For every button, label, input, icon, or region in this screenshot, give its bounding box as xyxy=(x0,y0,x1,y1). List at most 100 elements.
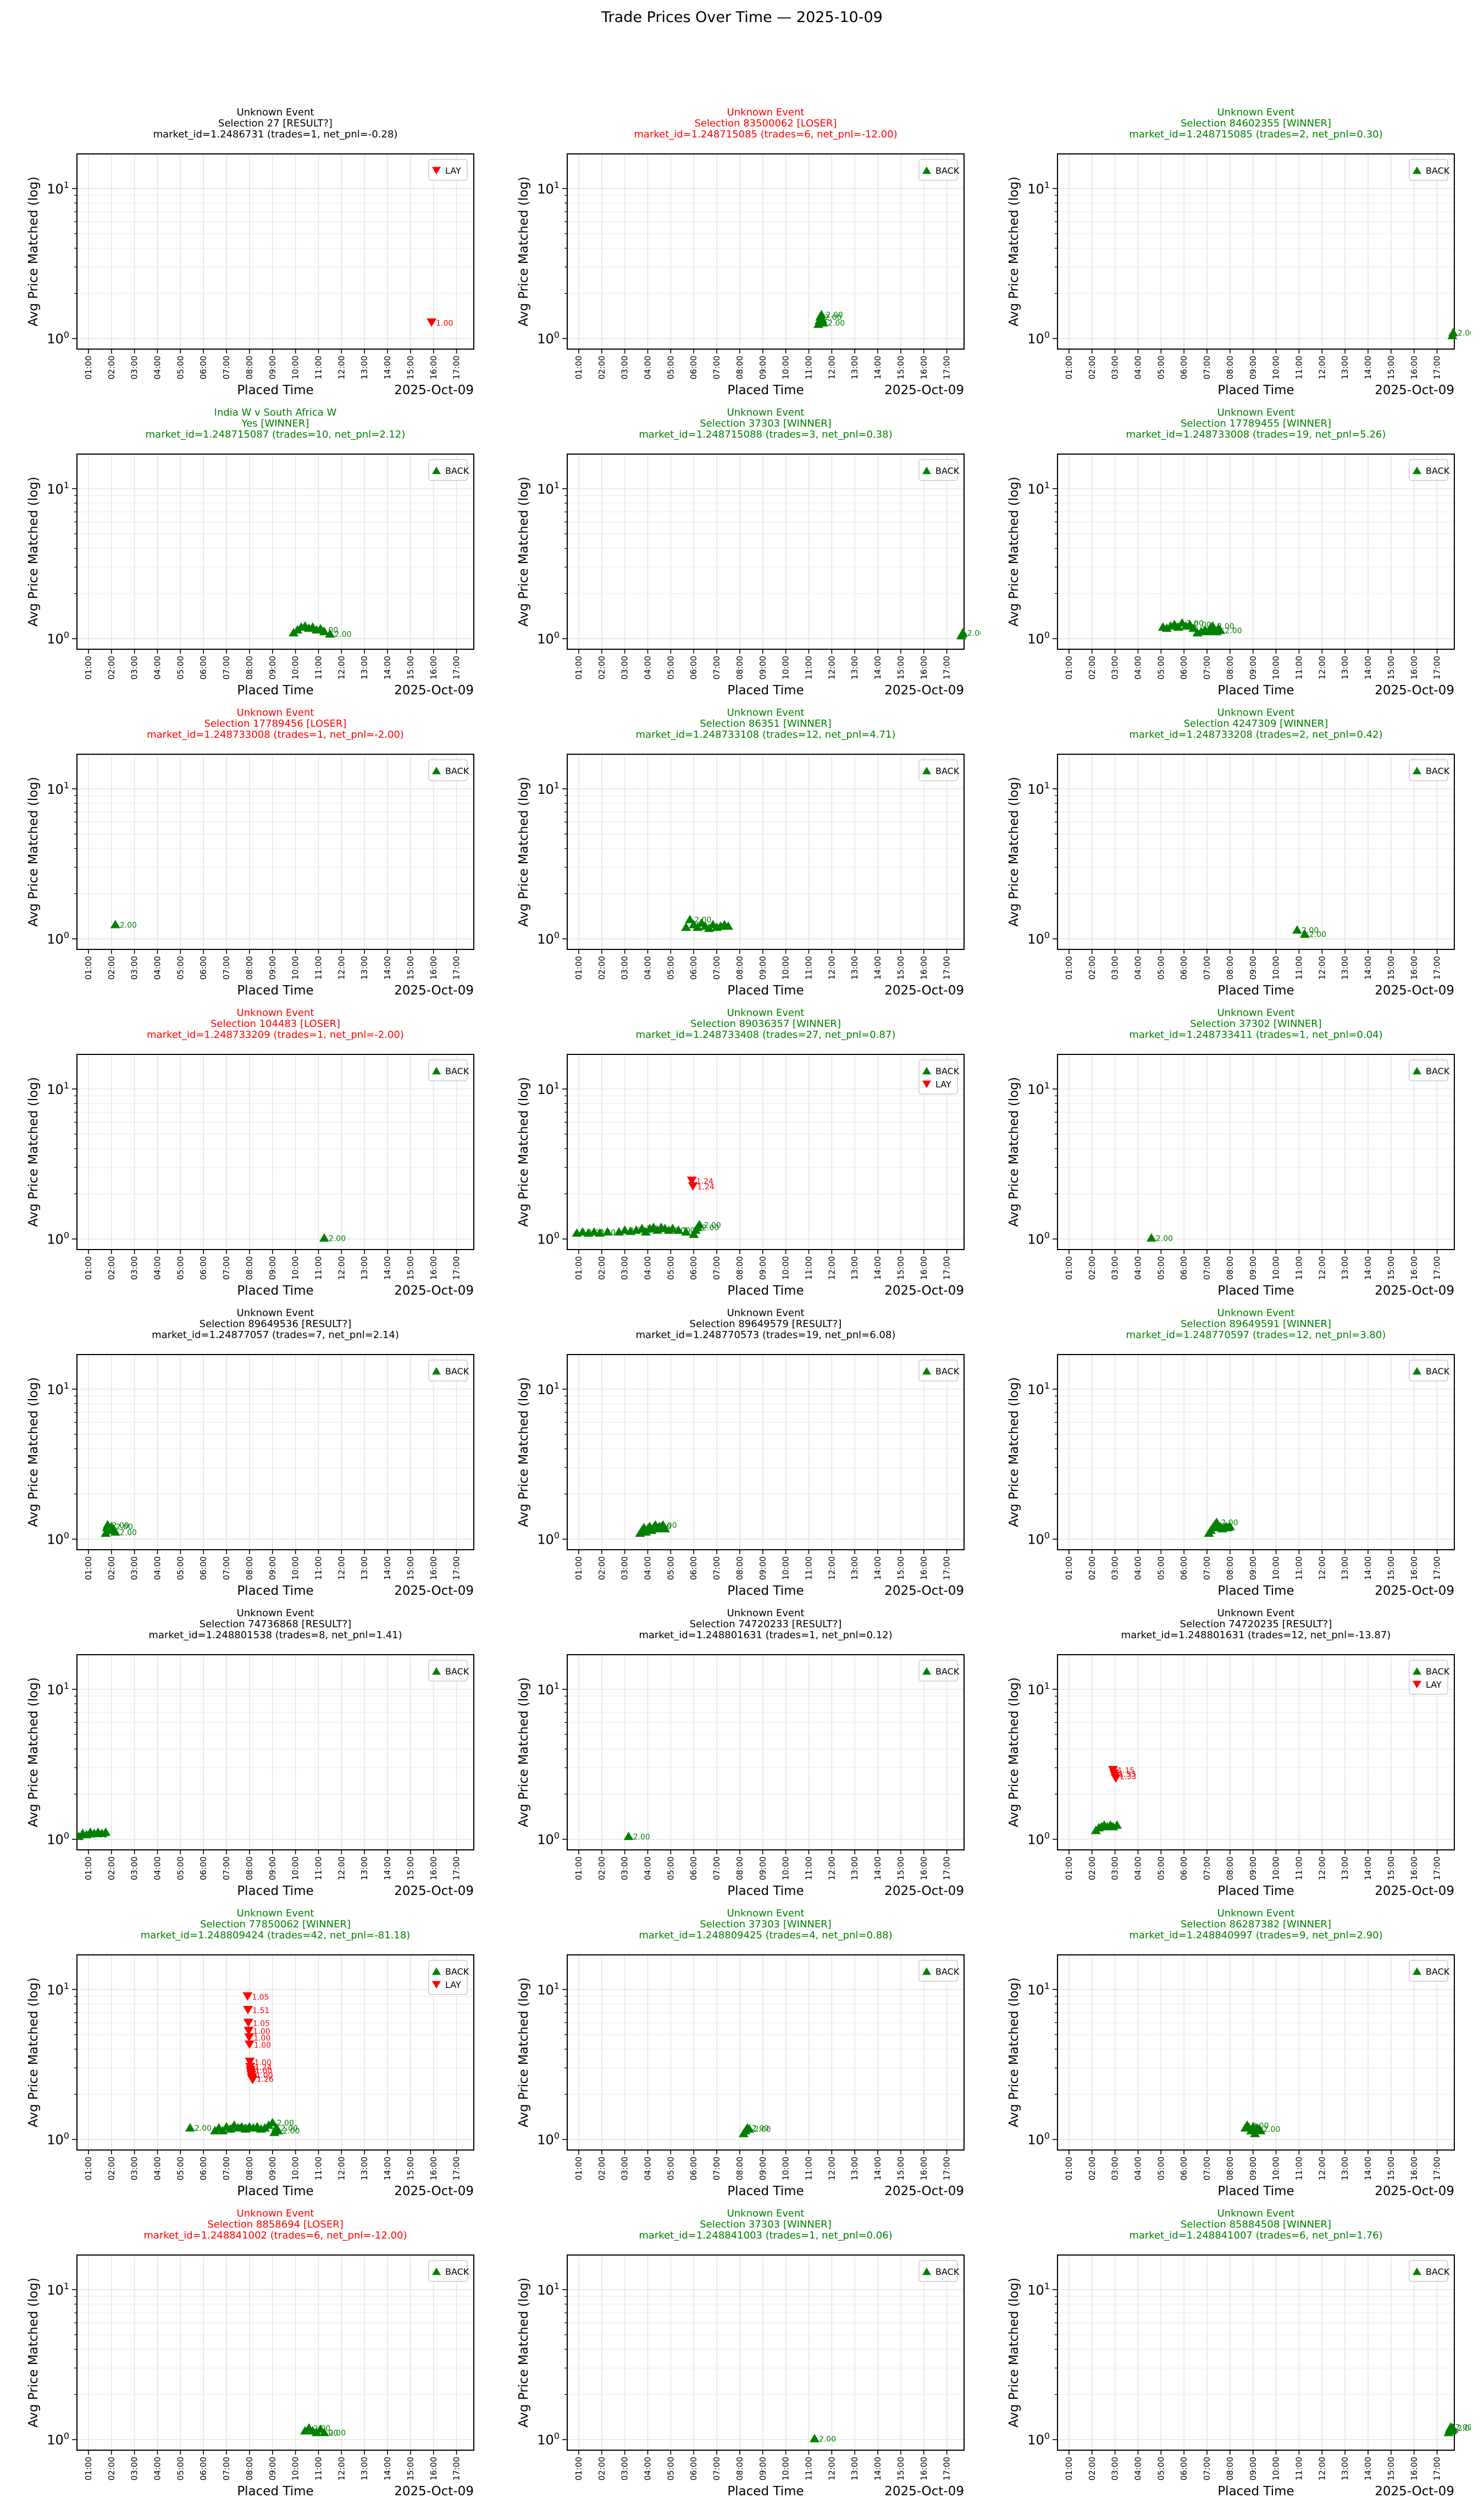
y-tick-label: 101 xyxy=(47,1380,69,1397)
plot-area xyxy=(567,1355,964,1550)
x-tick-label: 08:00 xyxy=(735,356,745,379)
legend-box xyxy=(918,1059,958,1095)
x-tick-label: 17:00 xyxy=(1432,1856,1442,1880)
chart-title-line: Unknown Event xyxy=(727,1908,805,1919)
legend-back-marker xyxy=(432,1667,441,1675)
legend-back-marker xyxy=(922,2267,931,2275)
x-tick-label: 14:00 xyxy=(383,1256,392,1280)
x-tick-label: 06:00 xyxy=(1179,2457,1189,2480)
x-tick-label: 07:00 xyxy=(1202,656,1212,679)
y-axis-label: Avg Price Matched (log) xyxy=(1007,2278,1021,2428)
x-tick-label: 08:00 xyxy=(245,956,254,980)
x-axis-label: Placed Time xyxy=(727,683,804,698)
chart-title-line: Selection 37303 [WINNER] xyxy=(700,2219,832,2230)
point-label: 1.00 xyxy=(254,2058,272,2067)
chart-title-line: Selection 8858694 [LOSER] xyxy=(207,2219,343,2230)
x-tick-label: 03:00 xyxy=(620,2457,630,2480)
point-label: 1.00 xyxy=(254,2041,271,2050)
y-axis-label: Avg Price Matched (log) xyxy=(26,2278,41,2428)
x-tick-label: 05:00 xyxy=(666,656,675,679)
x-tick-label: 17:00 xyxy=(1432,1556,1442,1580)
y-tick-exponent: 0 xyxy=(554,1530,560,1541)
y-tick-exponent: 1 xyxy=(554,1681,560,1691)
chart-title-line: market_id=1.248715087 (trades=10, net_pn… xyxy=(146,429,406,440)
legend-label: BACK xyxy=(935,766,960,776)
x-tick-label: 02:00 xyxy=(107,2457,117,2480)
x-tick-label: 13:00 xyxy=(850,1256,860,1280)
x-tick-label: 13:00 xyxy=(359,1856,369,1880)
y-tick-label: 100 xyxy=(537,330,560,347)
chart-title-line: Selection 86287382 [WINNER] xyxy=(1181,1919,1331,1930)
back-marker xyxy=(1112,1820,1122,1829)
plot-frame xyxy=(76,754,474,950)
x-tick-label: 05:00 xyxy=(1156,356,1166,379)
legend-box xyxy=(918,459,958,481)
y-tick-exponent: 1 xyxy=(64,1981,69,1991)
point-label: 2.00 xyxy=(277,2119,294,2128)
legend-label: BACK xyxy=(445,766,469,776)
lay-marker xyxy=(243,2005,253,2015)
chart-panel: 01:00 02:00 03:00 04:00 05:00 06:00 07:00 08:00… xyxy=(26,407,474,698)
legend-label: LAY xyxy=(1426,1679,1442,1690)
x-tick-label: 14:00 xyxy=(873,356,883,379)
y-tick-exponent: 0 xyxy=(554,2131,560,2141)
points-layer: 2.002.002.00 xyxy=(813,310,845,328)
legend: BACK xyxy=(428,2260,469,2282)
legend: BACK xyxy=(918,1960,960,1982)
y-tick-exponent: 0 xyxy=(1044,1831,1050,1841)
y-axis-label: Avg Price Matched (log) xyxy=(1007,1677,1021,1827)
x-tick-label: 17:00 xyxy=(942,1256,952,1280)
x-tick-label: 15:00 xyxy=(406,2457,416,2480)
x-tick-label: 09:00 xyxy=(1248,1256,1258,1280)
x-tick-label: 15:00 xyxy=(1386,1256,1396,1280)
date-offset-label: 2025-Oct-09 xyxy=(394,983,474,998)
plot-area xyxy=(1057,454,1454,649)
chart-title-line: Selection 83500062 [LOSER] xyxy=(695,118,837,129)
y-tick-exponent: 0 xyxy=(554,1831,560,1841)
chart-title-line: market_id=1.248733208 (trades=2, net_pnl… xyxy=(1129,729,1382,740)
point-label: 1.24 xyxy=(697,1183,715,1192)
y-tick-exponent: 0 xyxy=(64,2431,69,2441)
y-tick-label: 101 xyxy=(1027,480,1050,497)
point-label: 1.51 xyxy=(252,2007,269,2015)
y-tick-label: 100 xyxy=(47,330,69,347)
x-tick-label: 07:00 xyxy=(1202,1256,1212,1280)
back-marker xyxy=(1299,929,1310,938)
chart-panel: 01:00 02:00 03:00 04:00 05:00 06:00 07:00 08:00… xyxy=(26,107,474,397)
chart-title-line: market_id=1.248733408 (trades=27, net_pn… xyxy=(636,1029,896,1041)
x-tick-label: 17:00 xyxy=(452,1556,462,1580)
plot-area xyxy=(1057,1054,1454,1250)
legend: BACK xyxy=(428,459,469,481)
y-axis-label: Avg Price Matched (log) xyxy=(1007,1077,1021,1227)
x-tick-label: 08:00 xyxy=(245,1256,254,1280)
x-tick-label: 11:00 xyxy=(1294,1856,1304,1880)
y-tick-exponent: 1 xyxy=(554,1380,560,1391)
x-tick-label: 17:00 xyxy=(452,356,462,379)
y-tick-exponent: 0 xyxy=(1044,2431,1050,2441)
y-tick-exponent: 1 xyxy=(64,1080,69,1091)
legend-box xyxy=(428,159,468,181)
y-tick-label: 101 xyxy=(1027,1380,1050,1397)
x-tick-label: 17:00 xyxy=(942,1856,952,1880)
x-tick-label: 12:00 xyxy=(1317,656,1327,679)
x-tick-label: 06:00 xyxy=(689,1856,699,1880)
legend-label: BACK xyxy=(1426,2267,1450,2277)
x-tick-label: 04:00 xyxy=(1133,1556,1143,1580)
x-tick-label: 16:00 xyxy=(919,1856,929,1880)
y-tick-exponent: 0 xyxy=(64,630,69,640)
x-tick-label: 03:00 xyxy=(620,1556,630,1580)
back-marker xyxy=(319,1233,329,1242)
point-label: 2.00 xyxy=(752,2124,769,2133)
x-tick-label: 16:00 xyxy=(429,356,439,379)
legend-label: LAY xyxy=(445,165,461,176)
y-tick-exponent: 0 xyxy=(554,1230,560,1241)
plot-area xyxy=(77,1655,474,1850)
chart-title-line: market_id=1.248733008 (trades=19, net_pn… xyxy=(1126,429,1386,440)
x-tick-label: 14:00 xyxy=(383,1556,392,1580)
x-tick-label: 16:00 xyxy=(919,1556,929,1580)
date-offset-label: 2025-Oct-09 xyxy=(884,1584,964,1598)
y-tick-exponent: 1 xyxy=(554,2281,560,2291)
legend-lay-marker xyxy=(432,1981,441,1989)
x-tick-label: 08:00 xyxy=(735,656,745,679)
x-tick-label: 06:00 xyxy=(198,956,208,980)
